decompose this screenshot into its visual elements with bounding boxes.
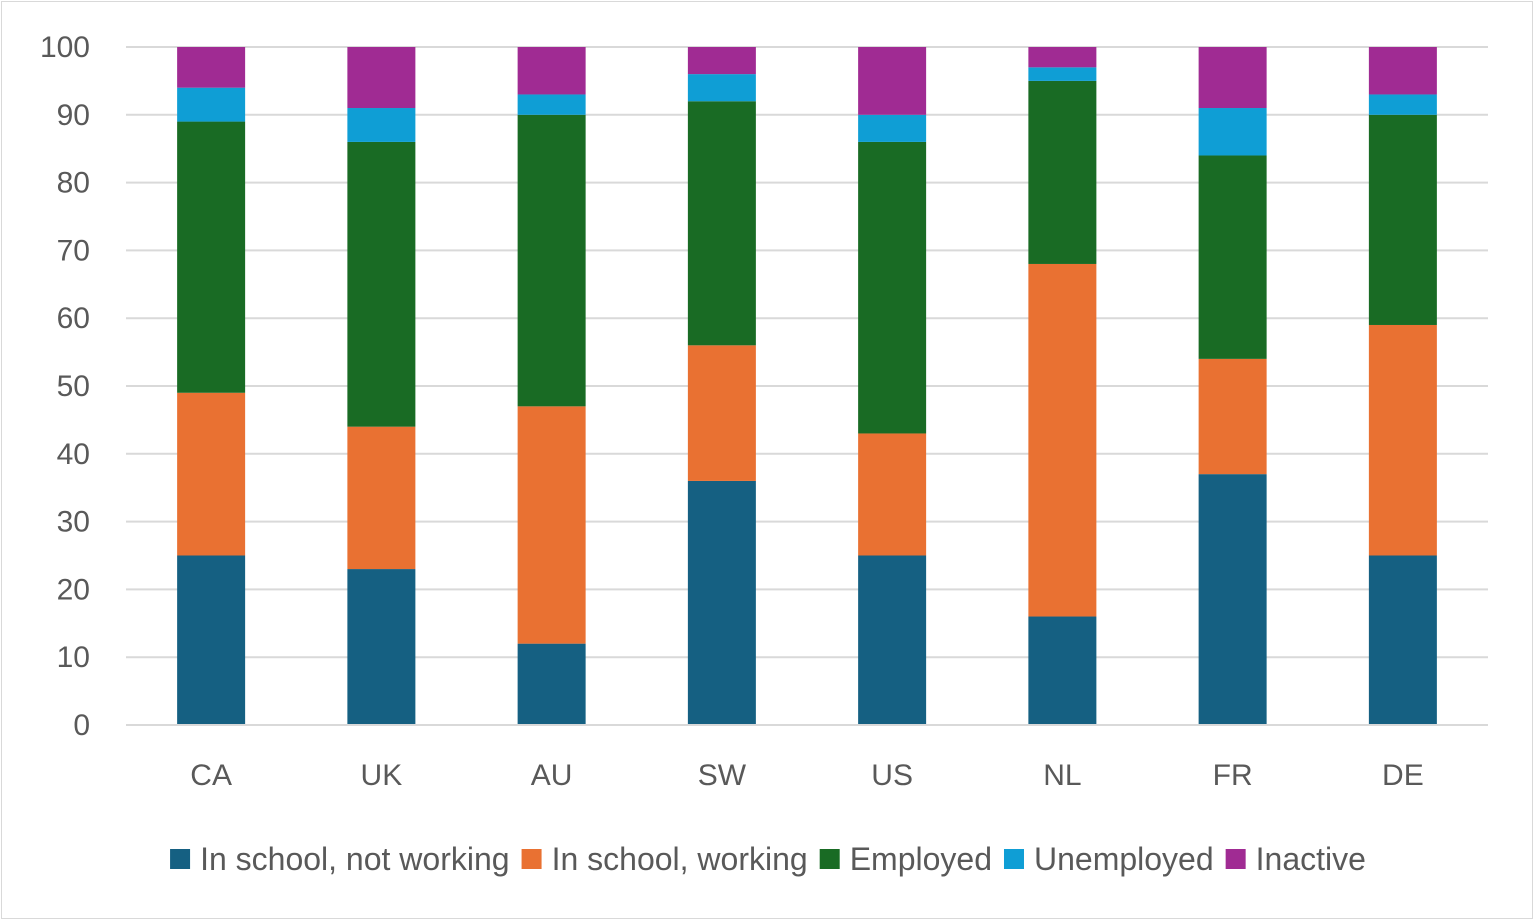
legend-label: In school, not working <box>200 841 510 877</box>
y-tick-label: 30 <box>57 506 90 539</box>
legend-swatch <box>521 849 542 869</box>
gridlines <box>126 46 1488 659</box>
legend-label: Unemployed <box>1034 841 1214 877</box>
bar-stack-au <box>517 47 586 725</box>
bar-segment-sw-1 <box>687 345 756 481</box>
bar-segment-us-1 <box>858 433 927 556</box>
legend-item: Employed <box>819 841 992 877</box>
legend-item: Inactive <box>1225 841 1366 877</box>
x-tick-label: FR <box>1213 759 1253 792</box>
bar-segment-sw-0 <box>687 480 756 725</box>
bar-segment-de-2 <box>1368 114 1437 325</box>
bar-segment-ca-3 <box>177 87 246 122</box>
bar-segment-us-4 <box>858 47 927 115</box>
bar-segment-us-0 <box>858 555 927 725</box>
bar-segment-uk-2 <box>347 141 416 427</box>
bar-stack-ca <box>177 47 246 725</box>
legend-swatch <box>170 849 191 869</box>
legend-item: In school, not working <box>170 841 510 877</box>
bars <box>177 47 1437 725</box>
bar-segment-au-2 <box>517 114 586 407</box>
bar-segment-au-3 <box>517 94 586 115</box>
bar-segment-nl-1 <box>1028 263 1097 617</box>
bar-stack-de <box>1368 47 1437 725</box>
x-tick-label: DE <box>1382 759 1424 792</box>
x-axis-ticks: CA UK AU SW US NL FR DE <box>190 759 1423 792</box>
bar-segment-nl-2 <box>1028 80 1097 264</box>
bar-segment-nl-3 <box>1028 67 1097 81</box>
bar-segment-au-1 <box>517 406 586 644</box>
bar-segment-uk-4 <box>347 47 416 109</box>
y-axis-ticks: 0 10 20 30 40 50 60 70 80 90 100 <box>40 31 90 742</box>
y-tick-label: 50 <box>57 370 90 403</box>
legend-swatch <box>1225 849 1246 869</box>
bar-segment-de-1 <box>1368 324 1437 556</box>
legend-swatch <box>819 849 840 869</box>
bar-segment-ca-2 <box>177 121 246 393</box>
bar-segment-ca-0 <box>177 555 246 725</box>
bar-segment-fr-1 <box>1198 358 1267 475</box>
bar-segment-au-0 <box>517 643 586 725</box>
legend-item: In school, working <box>521 841 808 877</box>
bar-stack-nl <box>1028 47 1097 725</box>
bar-segment-fr-3 <box>1198 108 1267 156</box>
bar-segment-fr-4 <box>1198 47 1267 109</box>
x-tick-label: UK <box>361 759 403 792</box>
bar-stack-fr <box>1198 47 1267 725</box>
bar-stack-uk <box>347 47 416 725</box>
bar-segment-us-3 <box>858 114 927 142</box>
bar-segment-ca-4 <box>177 47 246 88</box>
legend-item: Unemployed <box>1003 841 1214 877</box>
bar-segment-nl-4 <box>1028 47 1097 68</box>
y-tick-label: 60 <box>57 302 90 335</box>
bar-segment-nl-0 <box>1028 616 1097 725</box>
bar-segment-fr-0 <box>1198 474 1267 725</box>
x-tick-label: SW <box>698 759 747 792</box>
x-tick-label: CA <box>190 759 232 792</box>
bar-segment-au-4 <box>517 47 586 95</box>
y-tick-label: 90 <box>57 99 90 132</box>
bar-segment-uk-1 <box>347 426 416 570</box>
y-tick-label: 80 <box>57 167 90 200</box>
legend-label: Inactive <box>1256 841 1366 877</box>
bar-segment-sw-2 <box>687 101 756 346</box>
legend: In school, not working In school, working… <box>170 841 1366 877</box>
x-tick-label: AU <box>531 759 573 792</box>
bar-segment-ca-1 <box>177 392 246 556</box>
bar-segment-de-4 <box>1368 47 1437 95</box>
y-tick-label: 0 <box>73 709 90 742</box>
y-tick-label: 70 <box>57 234 90 267</box>
x-tick-label: NL <box>1043 759 1081 792</box>
bar-segment-uk-0 <box>347 569 416 725</box>
x-tick-label: US <box>871 759 913 792</box>
bar-segment-sw-4 <box>687 47 756 75</box>
y-tick-label: 100 <box>40 31 90 64</box>
bar-segment-uk-3 <box>347 108 416 142</box>
bar-segment-fr-2 <box>1198 155 1267 359</box>
y-tick-label: 40 <box>57 438 90 471</box>
legend-label: In school, working <box>552 841 808 877</box>
legend-swatch <box>1003 849 1024 869</box>
y-tick-label: 20 <box>57 573 90 606</box>
bar-segment-us-2 <box>858 141 927 434</box>
bar-segment-de-0 <box>1368 555 1437 725</box>
bar-stack-us <box>858 47 927 725</box>
bar-segment-sw-3 <box>687 74 756 102</box>
bar-stack-sw <box>687 47 756 725</box>
bar-segment-de-3 <box>1368 94 1437 115</box>
y-tick-label: 10 <box>57 641 90 674</box>
legend-label: Employed <box>850 841 992 877</box>
